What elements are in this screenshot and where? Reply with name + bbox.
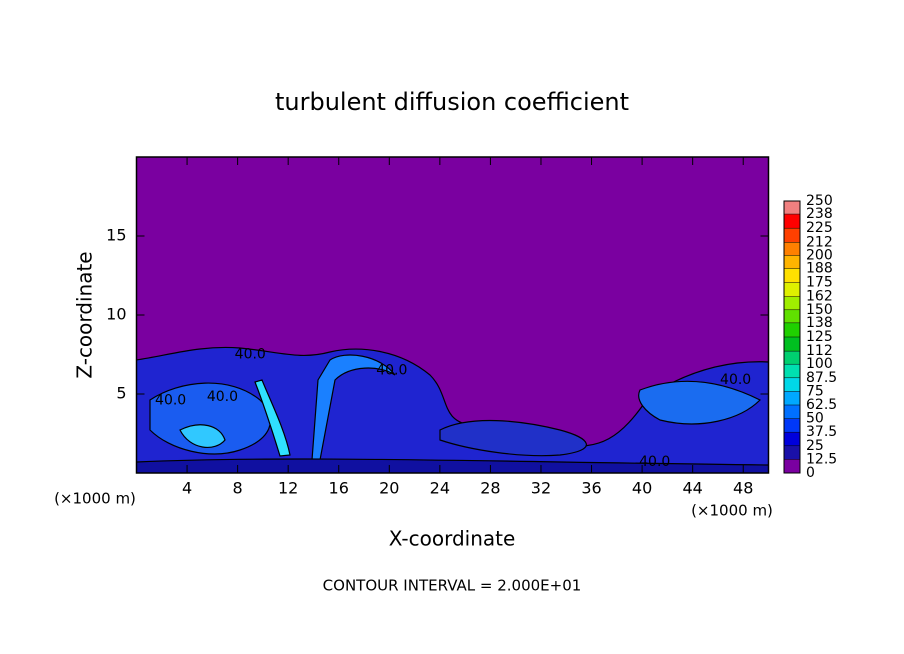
contour-label: 40.0	[639, 454, 670, 470]
x-unit-label: (×1000 m)	[691, 502, 773, 520]
colorbar-segment	[784, 322, 800, 337]
colorbar-segment	[784, 228, 800, 243]
contour-interval: CONTOUR INTERVAL = 2.000E+01	[323, 577, 582, 595]
x-tick-label: 36	[581, 479, 601, 498]
x-tick-label: 48	[733, 479, 753, 498]
contour-label: 40.0	[235, 347, 266, 363]
colorbar-label: 175	[806, 275, 833, 291]
x-tick-label: 28	[480, 479, 500, 498]
colorbar-segment	[784, 405, 800, 419]
x-tick-label: 24	[430, 479, 450, 498]
colorbar-label: 37.5	[806, 424, 837, 440]
colorbar-label: 150	[806, 302, 833, 318]
contour-label: 40.0	[376, 362, 407, 378]
x-tick-label: 20	[379, 479, 399, 498]
colorbar-segment	[784, 214, 800, 229]
colorbar-label: 162	[806, 289, 833, 305]
colorbar-segment	[784, 459, 800, 473]
y-axis-label: Z-coordinate	[73, 251, 97, 378]
colorbar-segment	[784, 282, 800, 297]
colorbar-label: 238	[806, 206, 833, 222]
colorbar-label: 125	[806, 329, 833, 345]
colorbar-label: 138	[806, 315, 833, 331]
colorbar-segment	[784, 445, 800, 460]
colorbar-label: 200	[806, 247, 833, 263]
colorbar-label: 225	[806, 220, 833, 236]
colorbar-segment	[784, 242, 800, 256]
chart-title: turbulent diffusion coefficient	[275, 88, 629, 116]
colorbar-label: 188	[806, 260, 833, 276]
colorbar-label: 100	[806, 356, 833, 372]
colorbar-label: 112	[806, 343, 833, 359]
colorbar-segment	[784, 391, 800, 405]
x-tick-label: 32	[531, 479, 551, 498]
x-axis-label: X-coordinate	[389, 527, 516, 551]
contour-label: 40.0	[720, 372, 751, 388]
y-tick-label: 5	[116, 384, 126, 403]
colorbar-segment	[784, 309, 800, 323]
contour-label: 40.0	[207, 389, 238, 405]
colorbar-label: 250	[806, 193, 833, 209]
colorbar-label: 75	[806, 383, 824, 399]
colorbar-segment	[784, 351, 800, 365]
x-tick-label: 44	[682, 479, 702, 498]
y-tick-label: 15	[106, 226, 126, 245]
contour-label: 40.0	[155, 392, 186, 408]
colorbar-segment	[784, 296, 800, 310]
colorbar-label: 50	[806, 411, 824, 427]
colorbar-label: 212	[806, 234, 833, 250]
colorbar-segment	[784, 255, 800, 269]
x-tick-label: 16	[329, 479, 349, 498]
x-unit-label: (×1000 m)	[54, 490, 136, 508]
field	[136, 346, 769, 473]
colorbar-label: 0	[806, 465, 815, 481]
colorbar-segment	[784, 418, 800, 433]
x-tick-label: 4	[182, 479, 192, 498]
x-tick-label: 12	[278, 479, 298, 498]
colorbar-segment	[784, 377, 800, 392]
colorbar-label: 87.5	[806, 370, 837, 386]
colorbar-segment	[784, 337, 800, 352]
colorbar-segment	[784, 201, 800, 215]
colorbar-label: 12.5	[806, 451, 837, 467]
x-tick-label: 40	[632, 479, 652, 498]
colorbar-label: 62.5	[806, 397, 837, 413]
x-tick-label: 8	[233, 479, 243, 498]
colorbar-label: 25	[806, 438, 824, 454]
colorbar-segment	[784, 364, 800, 378]
colorbar-segment	[784, 432, 800, 446]
colorbar-segment	[784, 268, 800, 283]
y-tick-label: 10	[106, 305, 126, 324]
